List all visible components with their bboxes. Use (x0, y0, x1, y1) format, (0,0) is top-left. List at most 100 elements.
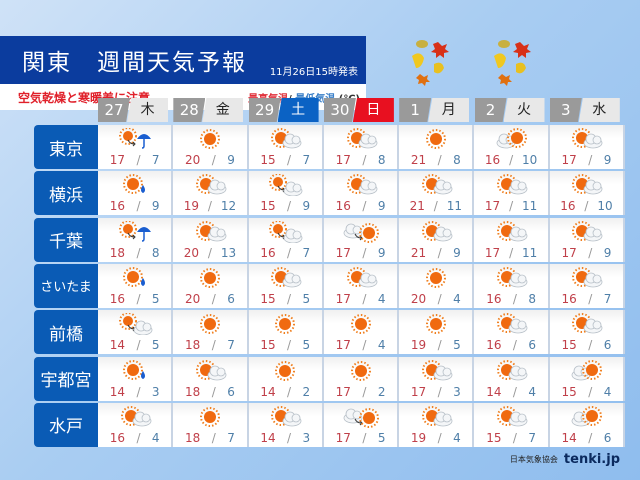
low-temp: 9 (453, 245, 461, 260)
forecast-cell: 16 / 10 (474, 125, 550, 169)
low-temp: 8 (151, 245, 160, 260)
weather-sun-icon (275, 314, 296, 335)
high-temp: 14 (486, 384, 502, 399)
temp-separator: / (588, 291, 593, 306)
temp-separator: / (287, 245, 292, 260)
forecast-cell: 14 / 3 (248, 402, 324, 447)
high-temp: 15 (260, 153, 276, 167)
weather-sun-cloud-icon (572, 313, 603, 334)
weather-sun-then-rain-icon (118, 220, 151, 242)
high-temp: 18 (185, 384, 201, 399)
day-weekday: 水 (578, 98, 620, 122)
forecast-cell: 14 / 5 (98, 310, 174, 355)
temp-separator: / (433, 199, 438, 214)
temp-separator: / (588, 338, 593, 353)
weather-sun-icon (199, 267, 220, 288)
temp-separator: / (136, 430, 141, 445)
forecast-cell: 21 / 8 (399, 125, 475, 169)
low-temp: 7 (227, 430, 235, 445)
forecast-cell: 18 / 7 (173, 310, 249, 355)
forecast-cell: 15 / 5 (248, 263, 324, 308)
high-temp: 16 (560, 199, 576, 214)
weather-sun-cloud-icon (572, 128, 603, 149)
city-row: 東京 17 / 7 20 / 9 15 / 7 17 / 8 21 / 8 16 / 10 17 / 9 (34, 125, 626, 169)
high-temp: 16 (484, 153, 501, 167)
temp-separator: / (362, 291, 367, 306)
temp-separator: / (362, 384, 367, 399)
temp-separator: / (362, 199, 367, 214)
temp-separator: / (512, 291, 517, 306)
high-temp: 18 (109, 245, 125, 260)
high-temp: 20 (183, 245, 200, 260)
low-temp: 11 (446, 199, 463, 214)
city-row: さいたま 16 / 5 20 / 6 15 / 5 17 / 4 20 / 4 16 / 8 16 / 7 (34, 263, 626, 308)
city-name: さいたま (34, 263, 98, 308)
forecast-cell: 20 / 4 (399, 263, 475, 308)
weather-cloud-then-sun-icon (343, 222, 379, 243)
high-temp: 18 (185, 430, 201, 445)
weather-sun-cloud-icon (497, 266, 528, 288)
low-temp: 4 (377, 291, 386, 306)
weather-sun-cloud-icon (346, 128, 377, 149)
forecast-cell: 16 / 5 (98, 263, 174, 308)
weather-sun-cloud-icon (497, 174, 528, 195)
low-temp: 12 (220, 199, 237, 214)
forecast-cell: 15 / 5 (248, 310, 324, 355)
weather-sun-cloud-icon (421, 359, 453, 380)
low-temp: 9 (377, 245, 386, 260)
temp-separator: / (287, 291, 292, 306)
high-temp: 16 (260, 245, 276, 260)
weather-sun-cloud-icon (346, 266, 377, 288)
temp-separator: / (437, 338, 442, 353)
high-temp: 15 (486, 430, 502, 445)
forecast-cell: 20 / 9 (173, 125, 249, 169)
forecast-cell: 16 / 6 (474, 310, 550, 355)
temp-separator: / (362, 338, 367, 353)
weather-sun-drop-icon (122, 174, 145, 195)
forecast-cell: 16 / 10 (549, 171, 626, 216)
temp-separator: / (512, 430, 517, 445)
low-temp: 2 (302, 384, 311, 399)
temp-separator: / (287, 199, 292, 214)
day-weekday: 月 (428, 98, 470, 122)
day-weekday: 金 (202, 98, 244, 122)
forecast-cell: 15 / 7 (474, 402, 550, 447)
day-header: 29 土 (248, 98, 319, 122)
low-temp: 4 (603, 384, 612, 399)
high-temp: 17 (335, 338, 351, 353)
low-temp: 2 (377, 384, 386, 399)
weather-sun-drop-icon (122, 359, 145, 380)
high-temp: 14 (561, 430, 577, 445)
city-row: 宇都宮 14 / 3 18 / 6 14 / 2 17 / 2 17 / 3 14 / 4 15 / 4 (34, 356, 626, 401)
forecast-cell: 17 / 9 (549, 217, 626, 262)
low-temp: 9 (603, 245, 612, 260)
forecast-cell: 21 / 9 (399, 217, 475, 262)
high-temp: 17 (410, 384, 427, 399)
weather-sun-cloud-icon (497, 313, 528, 334)
temp-separator: / (362, 430, 367, 445)
forecast-cell: 14 / 2 (248, 356, 324, 401)
high-temp: 15 (260, 338, 276, 353)
day-weekday: 土 (277, 98, 319, 122)
low-temp: 11 (522, 199, 538, 214)
forecast-cell: 19 / 12 (173, 171, 249, 216)
high-temp: 18 (185, 338, 201, 353)
temp-separator: / (512, 338, 517, 353)
high-temp: 15 (260, 291, 276, 306)
weather-sun-cloud-icon (497, 359, 528, 380)
low-temp: 8 (377, 153, 386, 167)
high-temp: 17 (484, 245, 501, 260)
high-temp: 19 (410, 430, 427, 445)
city-row: 水戸 16 / 4 18 / 7 14 / 3 17 / 5 19 / 4 15 / 7 14 / 6 (34, 402, 626, 447)
forecast-cell: 17 / 4 (323, 310, 400, 355)
high-temp: 21 (410, 153, 427, 167)
temp-separator: / (211, 291, 216, 306)
forecast-cell: 17 / 11 (474, 171, 550, 216)
temp-separator: / (136, 153, 141, 167)
forecast-cell: 16 / 9 (323, 171, 400, 216)
city-name: 横浜 (34, 171, 98, 216)
low-temp: 9 (227, 153, 235, 167)
day-header: 27 木 (98, 98, 168, 122)
weather-sun-cloud-icon (271, 128, 302, 149)
low-temp: 9 (377, 199, 386, 214)
